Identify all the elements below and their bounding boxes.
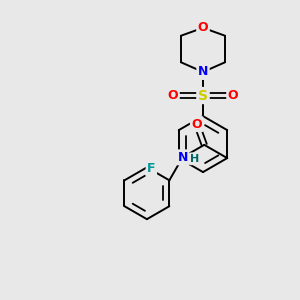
Text: N: N (198, 65, 208, 79)
Text: O: O (198, 21, 208, 34)
Text: O: O (228, 89, 238, 102)
Text: O: O (191, 118, 202, 130)
Text: N: N (177, 151, 188, 164)
Text: F: F (147, 162, 156, 175)
Text: O: O (168, 89, 178, 102)
Text: H: H (190, 154, 200, 164)
Text: S: S (198, 88, 208, 103)
